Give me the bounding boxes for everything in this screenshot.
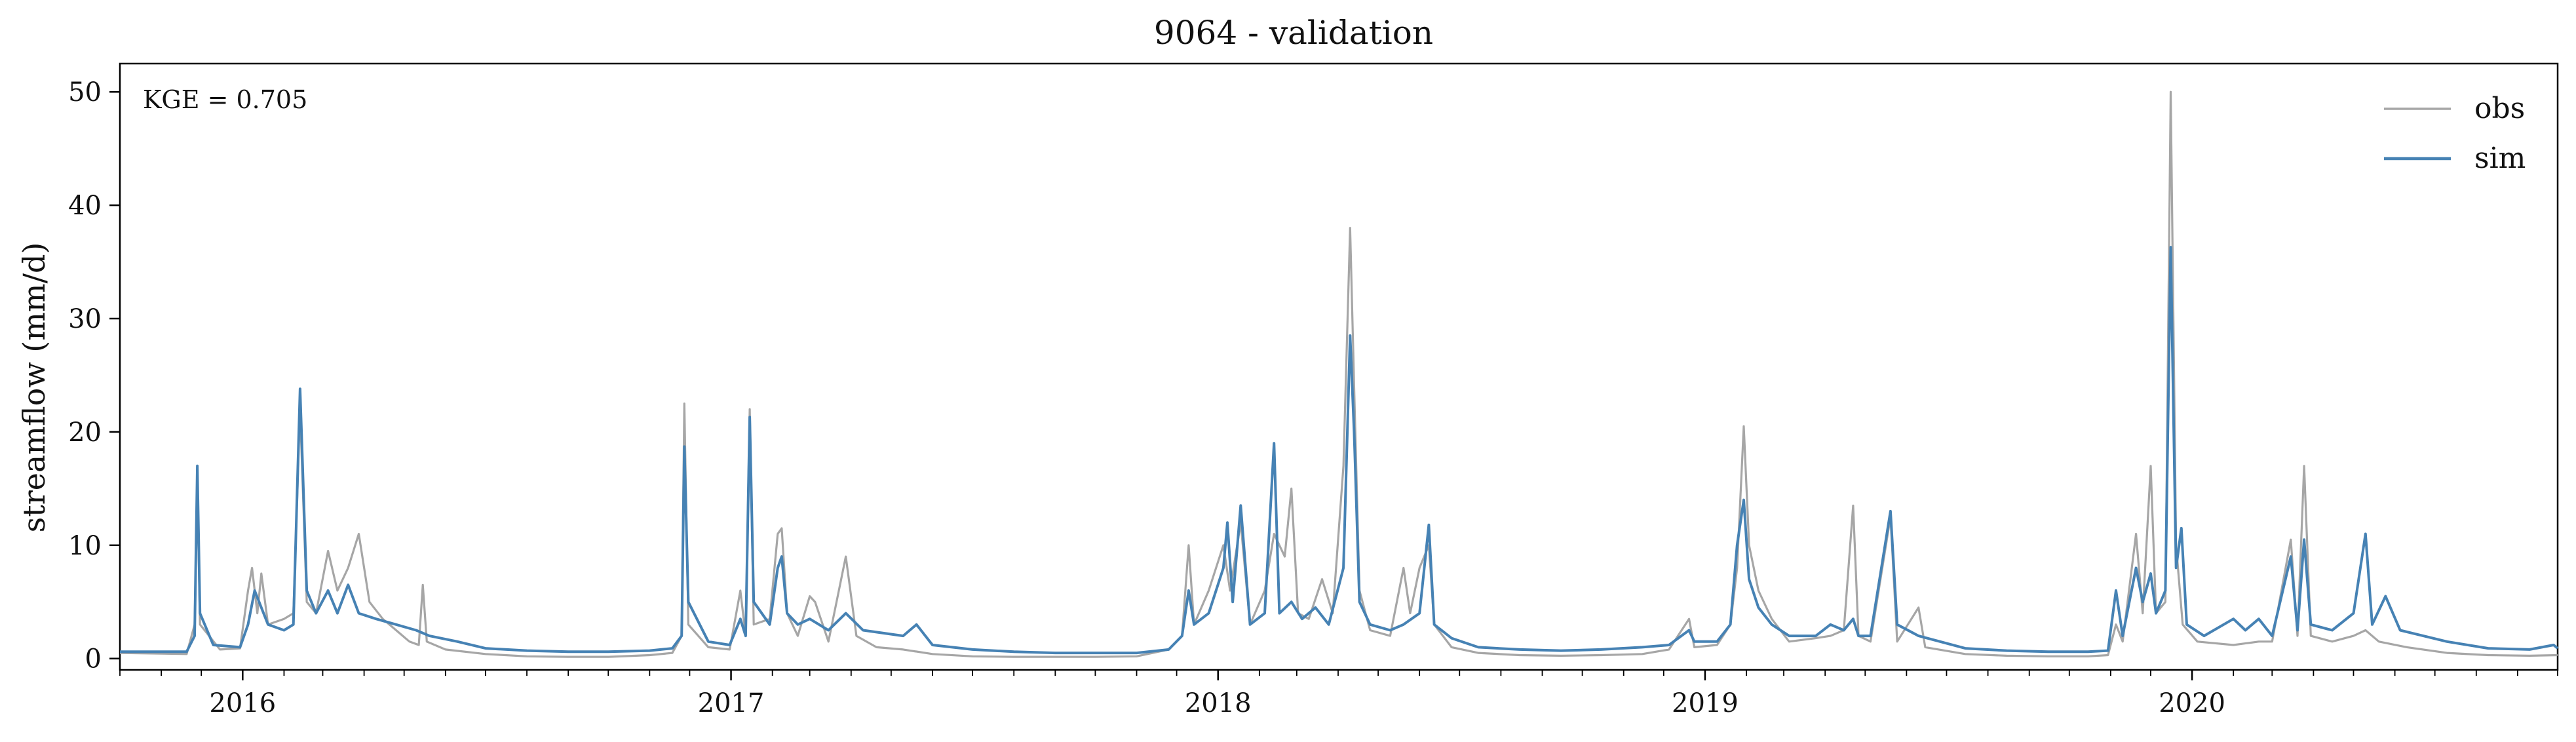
x-tick-label: 2016 bbox=[209, 688, 276, 718]
plot-area: 2016 2017 2018 2019 2020 0 10 20 30 40 50 KGE = 0… bbox=[68, 62, 2559, 718]
y-tick-label: 10 bbox=[68, 531, 102, 561]
series-layer bbox=[119, 90, 2559, 658]
x-tick-label: 2017 bbox=[698, 688, 765, 718]
legend-label-obs: obs bbox=[2474, 92, 2525, 125]
kge-annotation: KGE = 0.705 bbox=[143, 85, 307, 114]
series-line-obs bbox=[119, 90, 2558, 658]
y-tick-label: 40 bbox=[68, 191, 102, 221]
y-tick-label: 50 bbox=[68, 77, 102, 107]
x-tick-label: 2019 bbox=[1672, 688, 1739, 718]
plot-frame bbox=[119, 62, 2559, 671]
y-axis-label: streamflow (mm/d) bbox=[16, 243, 52, 533]
y-tick-label: 0 bbox=[85, 644, 102, 674]
legend-label-sim: sim bbox=[2474, 142, 2526, 175]
y-axis: 0 10 20 30 40 50 bbox=[68, 77, 120, 674]
series-line-sim bbox=[120, 246, 2559, 655]
y-tick-label: 30 bbox=[68, 304, 102, 334]
y-tick-label: 20 bbox=[68, 418, 102, 448]
x-tick-label: 2018 bbox=[1185, 688, 1252, 718]
chart-title: 9064 - validation bbox=[1154, 14, 1433, 52]
x-tick-label: 2020 bbox=[2159, 688, 2225, 718]
x-axis: 2016 2017 2018 2019 2020 bbox=[119, 670, 2558, 718]
legend: obs sim bbox=[2384, 92, 2526, 175]
